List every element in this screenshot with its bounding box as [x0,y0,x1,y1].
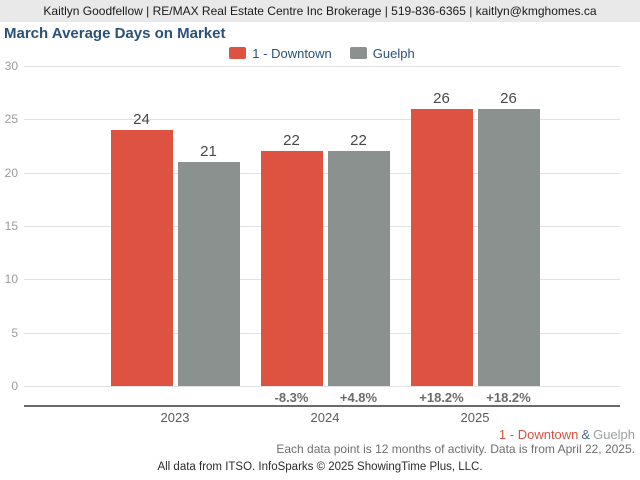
x-axis-label-2024: 2024 [310,410,340,425]
y-axis-tick-label: 25 [4,112,18,127]
y-axis-tick-label: 20 [4,165,18,180]
y-axis-tick-label: 15 [4,219,18,233]
legend-label-guelph: Guelph [372,45,415,61]
pct-change-label: +18.2% [419,390,464,405]
pct-change-label: +18.2% [486,390,531,405]
series-footnote-separator: & [581,427,591,442]
bar-downtown-2023[interactable] [110,130,173,386]
legend-swatch-downtown [229,47,247,59]
series-footnote-guelph: Guelph [593,427,635,442]
bar-value-label: 24 [133,111,150,128]
bar-downtown-2024[interactable] [260,151,323,386]
bar-value-label: 22 [283,132,300,150]
bar-downtown-2025[interactable] [410,108,473,386]
legend-swatch-guelph [349,47,367,59]
bar-guelph-2024[interactable] [327,151,390,386]
series-footnote: 1 - Downtown & Guelph [499,427,635,442]
pct-change-label: +4.8% [339,390,378,405]
bar-value-label: 22 [350,132,367,150]
y-axis-tick-label: 0 [11,379,18,393]
attribution-footnote: All data from ITSO. InfoSparks © 2025 Sh… [157,461,483,473]
x-axis-label-2025: 2025 [460,410,490,425]
x-axis-line [24,405,620,407]
chart-legend: 1 - Downtown Guelph [24,44,620,62]
gridline [24,66,620,67]
bar-value-label: 26 [500,89,517,107]
legend-item-guelph[interactable]: Guelph [349,45,415,61]
bar-guelph-2023[interactable] [177,162,240,386]
pct-change-label: -8.3% [274,390,309,405]
bar-guelph-2025[interactable] [477,108,540,386]
x-axis-label-2023: 2023 [160,410,190,425]
legend-label-downtown: 1 - Downtown [252,45,332,61]
gridline [24,119,620,121]
bar-value-label: 26 [433,89,450,107]
bar-value-label: 21 [200,143,217,160]
chart-title: March Average Days on Market [4,25,226,42]
y-axis-tick-label: 5 [11,325,18,340]
gridline [24,386,620,387]
legend-item-downtown[interactable]: 1 - Downtown [229,45,332,61]
y-axis-tick-label: 10 [4,272,18,287]
y-axis-tick-label: 30 [4,59,18,73]
series-footnote-downtown: 1 - Downtown [498,427,579,442]
activity-footnote: Each data point is 12 months of activity… [276,442,635,456]
agent-contact-header: Kaitlyn Goodfellow | RE/MAX Real Estate … [0,0,640,22]
